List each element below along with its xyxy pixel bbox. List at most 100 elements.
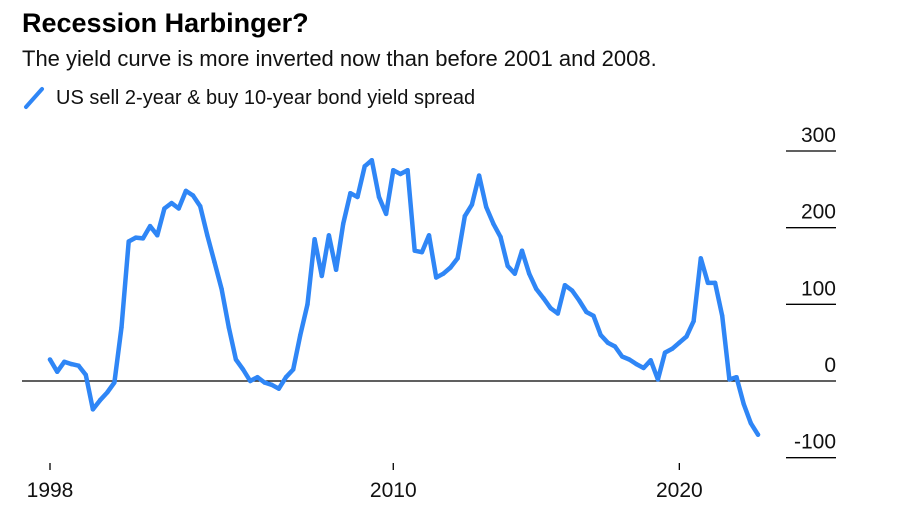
data-point <box>248 378 253 384</box>
data-point <box>162 206 167 211</box>
data-point <box>240 367 246 372</box>
legend-swatch-icon <box>24 87 44 109</box>
data-point <box>505 263 510 269</box>
series-line-yield-spread <box>47 157 761 437</box>
data-point <box>634 361 639 367</box>
data-point <box>341 221 346 227</box>
data-point <box>627 357 632 362</box>
data-point <box>519 248 525 253</box>
data-point <box>398 171 403 177</box>
data-point <box>641 365 646 371</box>
data-point <box>126 239 131 244</box>
data-point <box>355 194 360 200</box>
data-point <box>326 233 332 238</box>
data-point <box>548 305 553 311</box>
data-point <box>47 357 53 362</box>
data-point <box>376 194 382 200</box>
data-point <box>62 359 67 365</box>
data-point <box>212 259 217 265</box>
data-point <box>298 332 303 338</box>
data-point <box>369 158 375 163</box>
data-point <box>433 275 439 280</box>
data-point <box>491 221 496 227</box>
data-point <box>455 256 460 261</box>
data-point <box>484 204 489 210</box>
data-point <box>712 280 718 286</box>
data-point <box>727 377 732 382</box>
data-point <box>90 407 96 412</box>
data-point <box>283 374 289 380</box>
data-point <box>705 280 711 286</box>
data-point <box>69 361 74 367</box>
data-point <box>255 374 260 380</box>
data-point <box>133 235 139 240</box>
data-point <box>605 340 611 345</box>
data-point <box>312 236 317 242</box>
data-point <box>205 233 210 238</box>
data-point <box>584 309 589 315</box>
data-point <box>348 190 353 196</box>
data-point <box>119 325 124 330</box>
y-tick-label: 0 <box>824 354 836 377</box>
data-point <box>419 250 425 255</box>
data-point <box>577 298 582 303</box>
data-point <box>612 344 618 349</box>
data-point <box>105 390 110 395</box>
data-point <box>526 271 532 276</box>
data-point <box>720 313 725 319</box>
data-point <box>591 313 596 319</box>
legend-entry-yield-spread: US sell 2-year & buy 10-year bond yield … <box>56 86 476 109</box>
y-tick-label: 300 <box>801 124 836 147</box>
data-point <box>183 188 189 194</box>
data-point <box>97 397 103 403</box>
data-point <box>555 311 560 316</box>
data-point <box>562 282 568 288</box>
data-point <box>233 357 239 362</box>
data-point <box>619 354 625 359</box>
data-point <box>269 382 274 388</box>
data-point <box>76 363 81 368</box>
x-axis: 1998 2010 2020 <box>27 463 703 502</box>
data-point <box>83 372 88 378</box>
data-point <box>462 213 467 219</box>
data-point <box>391 167 396 173</box>
data-point <box>684 334 689 339</box>
data-point <box>362 164 367 169</box>
data-point <box>469 202 475 207</box>
data-point <box>655 377 661 382</box>
data-point <box>140 236 146 241</box>
data-point <box>319 273 324 279</box>
data-point <box>748 420 754 426</box>
y-tick-label: 100 <box>801 277 836 300</box>
data-point <box>677 340 682 345</box>
x-tick-label: 2020 <box>656 479 703 502</box>
data-point <box>534 286 539 292</box>
data-point <box>169 200 174 206</box>
series-points <box>47 158 761 437</box>
y-axis: 300 200 100 0 -100 <box>786 124 836 459</box>
data-point <box>476 173 482 178</box>
data-point <box>698 256 703 261</box>
data-point <box>219 286 224 292</box>
data-point <box>755 432 761 437</box>
chart-title: Recession Harbinger? <box>22 8 309 38</box>
data-point <box>54 369 60 374</box>
data-point <box>155 233 160 238</box>
y-tick-label: 200 <box>801 201 836 224</box>
data-point <box>226 325 231 330</box>
data-point <box>669 346 675 351</box>
chart-legend: US sell 2-year & buy 10-year bond yield … <box>22 86 475 110</box>
chart-subtitle: The yield curve is more inverted now tha… <box>22 46 657 71</box>
data-point <box>648 358 653 363</box>
data-point <box>305 302 310 307</box>
data-point <box>405 167 410 173</box>
data-point <box>426 233 432 238</box>
data-point <box>262 380 267 385</box>
data-point <box>176 206 181 211</box>
data-point <box>276 386 282 391</box>
data-point <box>412 248 417 253</box>
data-point <box>662 350 668 355</box>
data-point <box>569 288 575 293</box>
x-tick-label: 1998 <box>27 479 74 502</box>
